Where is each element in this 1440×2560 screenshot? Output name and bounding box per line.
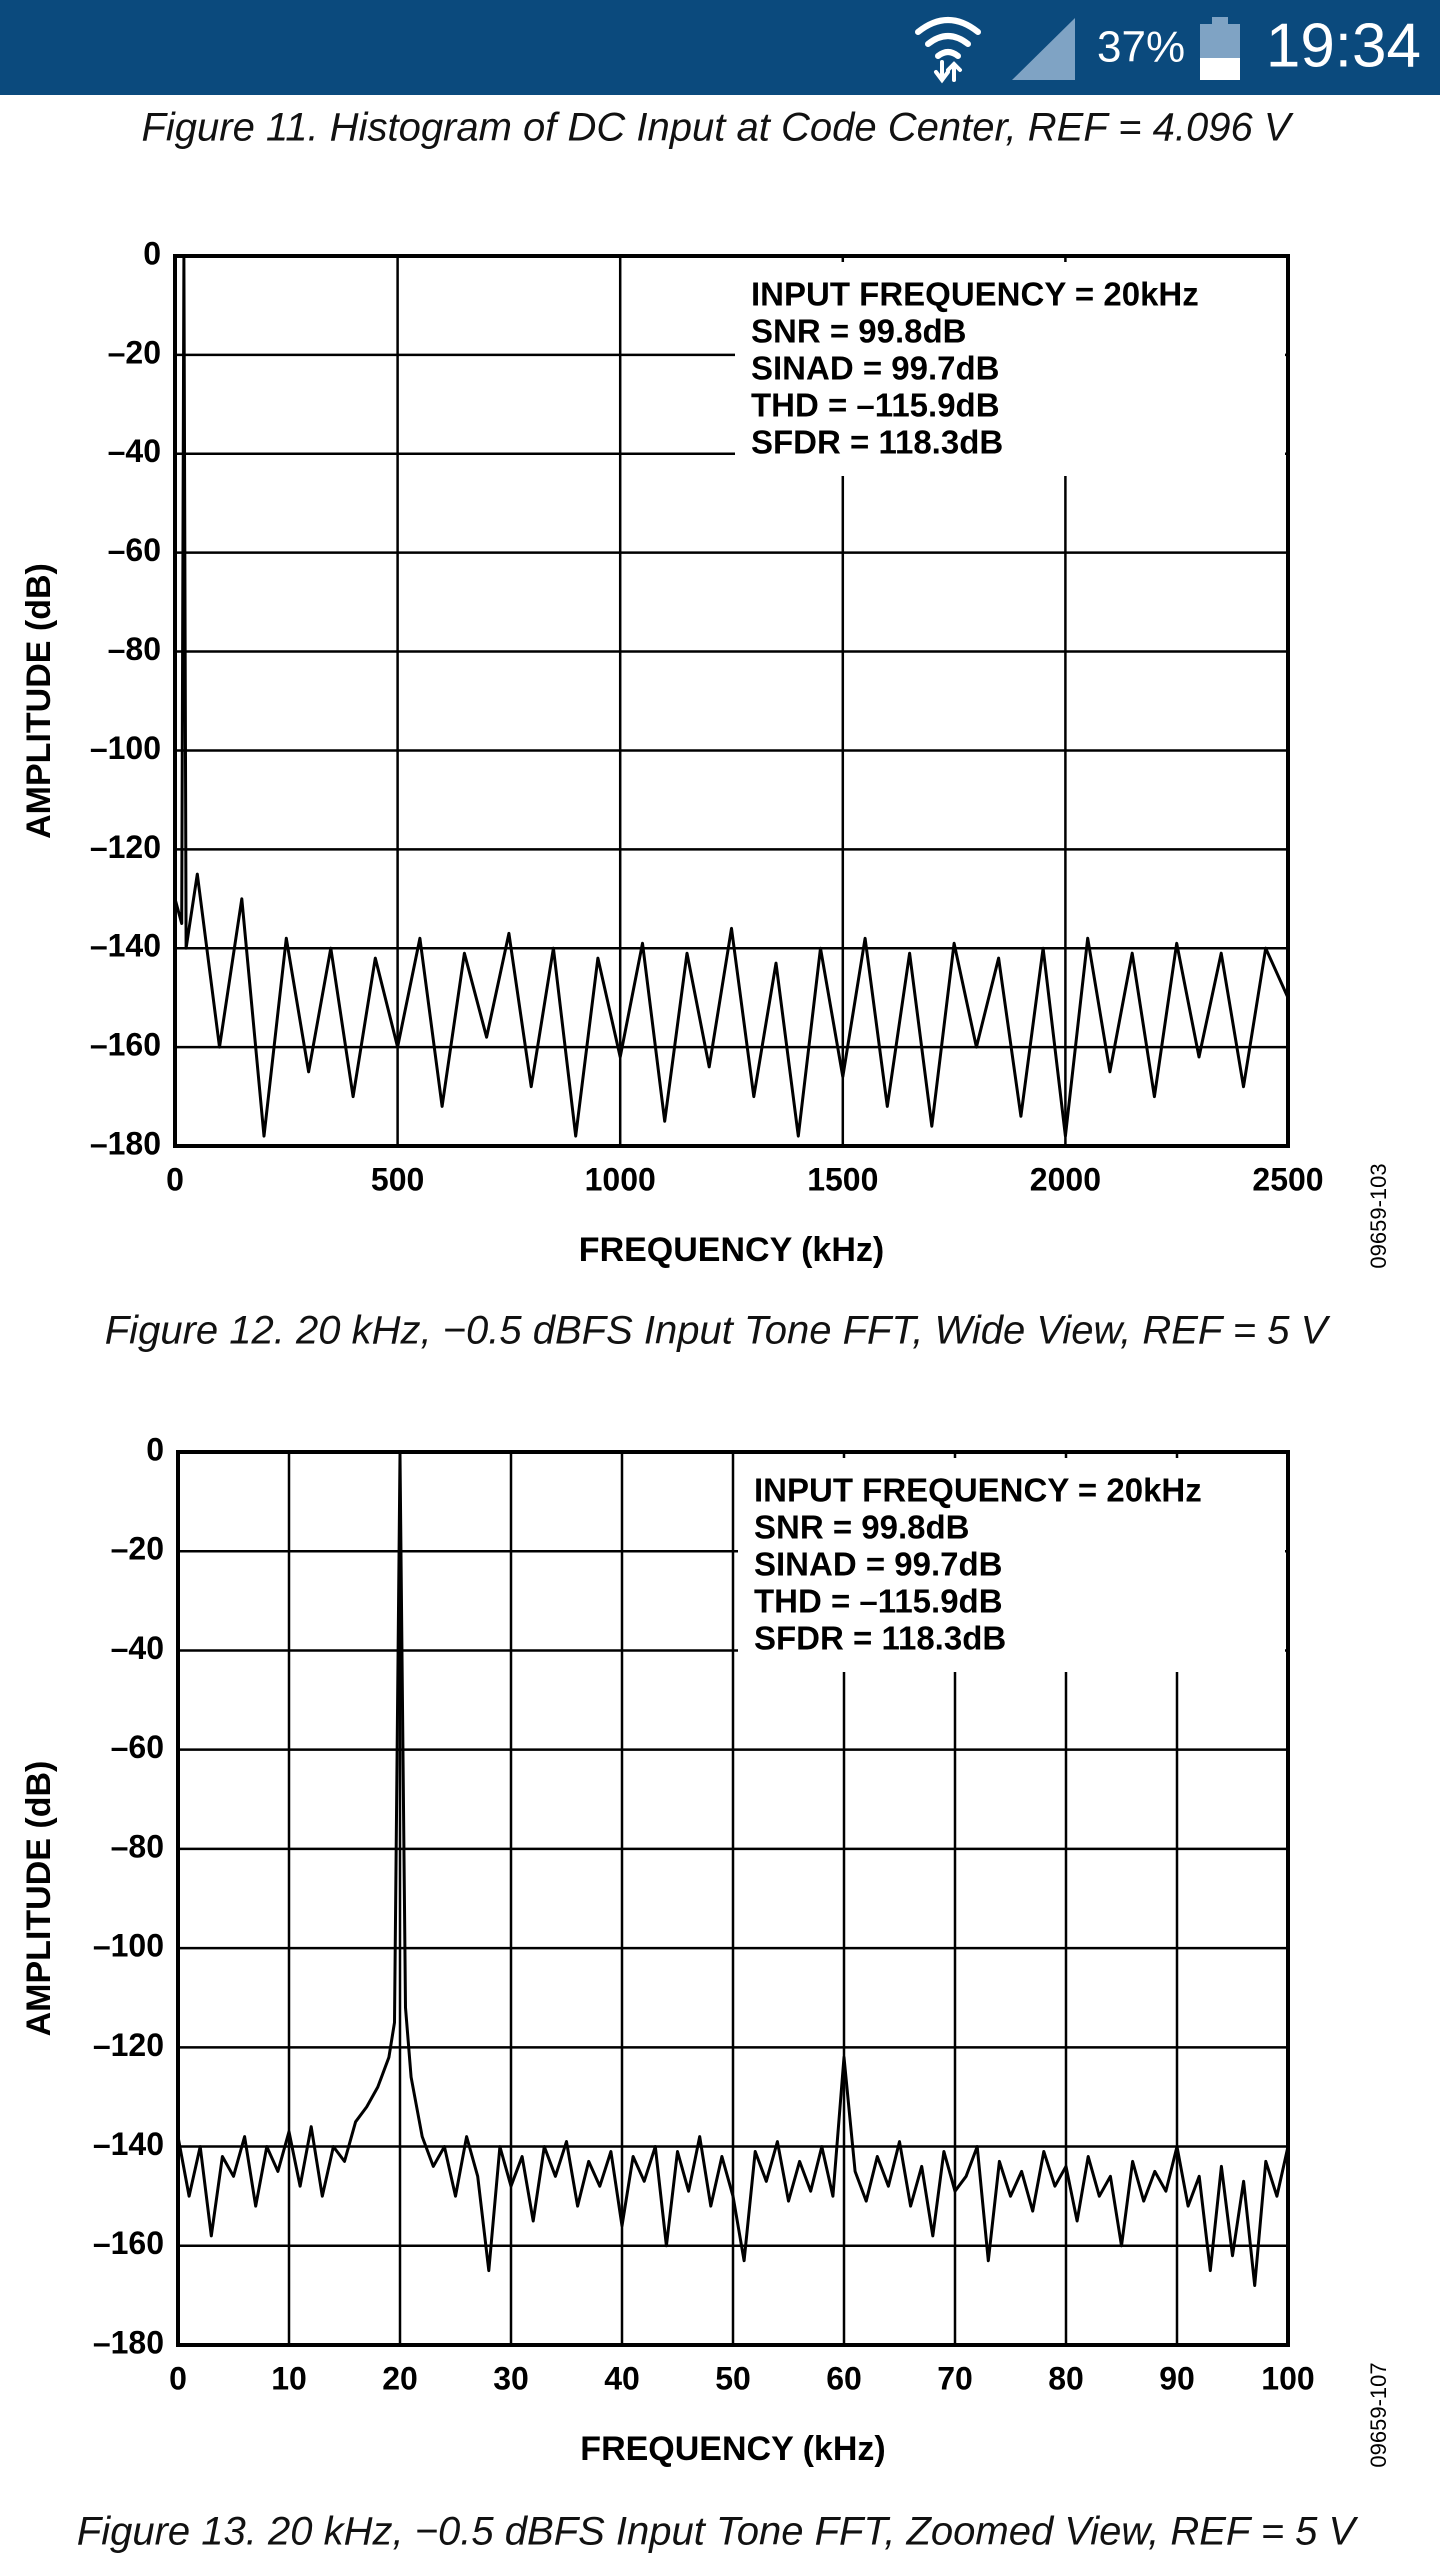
y-tick-label: –60 <box>111 1729 164 1765</box>
fft-line <box>173 257 1290 1138</box>
y-tick-label: –40 <box>108 433 161 469</box>
y-tick-label: –20 <box>108 334 161 370</box>
figure-code: 09659-107 <box>1366 2362 1391 2467</box>
plot-frame <box>176 1450 1290 2347</box>
figure-code: 09659-103 <box>1366 1163 1391 1268</box>
fft-line <box>176 1453 1290 2287</box>
annotation: SFDR = 118.3dB <box>754 1620 1006 1657</box>
y-tick-label: –120 <box>93 2027 164 2063</box>
x-tick-label: 2000 <box>1030 1161 1101 1197</box>
y-tick-label: –160 <box>93 2225 164 2261</box>
x-tick-label: 500 <box>371 1161 424 1197</box>
figure-caption: Figure 11. Histogram of DC Input at Code… <box>141 106 1293 150</box>
x-tick-label: 90 <box>1159 2360 1195 2396</box>
x-tick-label: 70 <box>937 2360 973 2396</box>
x-tick-label: 10 <box>271 2360 307 2396</box>
y-tick-label: 0 <box>143 235 161 271</box>
battery-icon <box>1200 17 1240 80</box>
y-tick-label: –80 <box>111 1828 164 1864</box>
annotation: INPUT FREQUENCY = 20kHz <box>751 276 1199 313</box>
x-tick-label: 20 <box>382 2360 418 2396</box>
y-tick-label: –140 <box>90 928 161 964</box>
signal-icon <box>1012 18 1075 80</box>
x-tick-label: 60 <box>826 2360 862 2396</box>
y-tick-label: –40 <box>111 1630 164 1666</box>
figure-caption: Figure 13. 20 kHz, −0.5 dBFS Input Tone … <box>77 2510 1359 2554</box>
battery-text: 37% <box>1097 23 1185 72</box>
x-tick-label: 1000 <box>585 1161 656 1197</box>
x-tick-label: 40 <box>604 2360 640 2396</box>
annotation: SFDR = 118.3dB <box>751 424 1003 461</box>
y-tick-label: –60 <box>108 532 161 568</box>
y-tick-label: –180 <box>93 2324 164 2360</box>
x-axis-label: FREQUENCY (kHz) <box>579 1231 884 1269</box>
x-axis-label: FREQUENCY (kHz) <box>580 2430 885 2468</box>
annotation: THD = –115.9dB <box>751 387 1000 424</box>
x-tick-label: 30 <box>493 2360 529 2396</box>
y-tick-label: –140 <box>93 2126 164 2162</box>
y-tick-label: –180 <box>90 1125 161 1161</box>
annotation: THD = –115.9dB <box>754 1583 1003 1620</box>
x-tick-label: 2500 <box>1252 1161 1323 1197</box>
annotation: SINAD = 99.7dB <box>751 350 1000 387</box>
y-tick-label: –120 <box>90 829 161 865</box>
y-tick-label: –80 <box>108 631 161 667</box>
y-tick-label: –100 <box>93 1928 164 1964</box>
annotation-box <box>738 1458 1285 1672</box>
annotation: INPUT FREQUENCY = 20kHz <box>754 1472 1202 1509</box>
annotation: SNR = 99.8dB <box>751 313 967 350</box>
wifi-icon <box>915 17 981 84</box>
x-tick-label: 1500 <box>807 1161 878 1197</box>
y-tick-label: –160 <box>90 1027 161 1063</box>
y-axis-label: AMPLITUDE (dB) <box>20 1761 58 2037</box>
y-tick-label: –20 <box>111 1531 164 1567</box>
x-tick-label: 0 <box>169 2360 187 2396</box>
x-tick-label: 100 <box>1261 2360 1314 2396</box>
annotation: SNR = 99.8dB <box>754 1509 970 1546</box>
x-tick-label: 50 <box>715 2360 751 2396</box>
figure-caption: Figure 12. 20 kHz, −0.5 dBFS Input Tone … <box>105 1309 1331 1353</box>
y-axis-label: AMPLITUDE (dB) <box>20 563 58 839</box>
y-tick-label: 0 <box>146 1431 164 1467</box>
annotation-box <box>735 262 1285 476</box>
clock: 19:34 <box>1266 11 1421 80</box>
annotation: SINAD = 99.7dB <box>754 1546 1003 1583</box>
plot-frame <box>173 254 1290 1148</box>
x-tick-label: 0 <box>166 1161 184 1197</box>
x-tick-label: 80 <box>1048 2360 1084 2396</box>
y-tick-label: –100 <box>90 730 161 766</box>
